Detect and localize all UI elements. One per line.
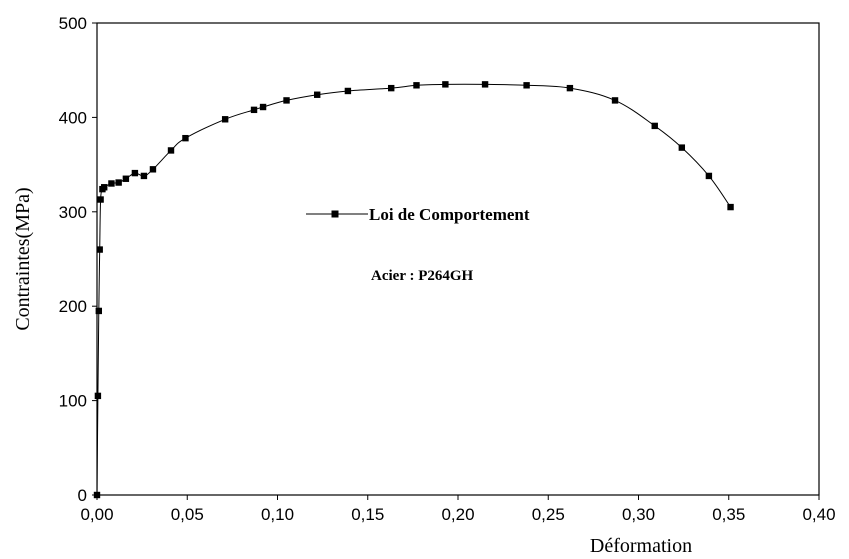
data-point [101,184,108,191]
data-point [413,82,420,89]
data-point [705,172,713,180]
data-point [182,134,189,142]
data-point [96,246,103,253]
data-point [221,116,229,123]
x-axis-title: Déformation [590,535,692,557]
y-tick-label: 300 [59,203,87,222]
x-tick-label: 0,35 [712,505,745,524]
data-point [122,175,130,182]
legend: Loi de Comportement [306,205,530,224]
data-point [523,82,530,89]
data-point [115,179,122,186]
data-point [611,97,619,104]
data-point [93,491,101,499]
data-point [344,87,352,95]
series-line [96,83,731,496]
legend-marker [331,210,339,218]
data-point [727,203,734,211]
y-axis-title: Contraintes(MPa) [12,187,34,330]
x-tick-label: 0,15 [351,505,384,524]
data-point [95,307,103,315]
data-point [131,169,139,177]
y-tick-label: 400 [59,108,87,127]
data-point [678,144,686,151]
x-tick-label: 0,20 [441,505,474,524]
data-point [388,84,395,92]
x-tick-label: 0,10 [261,505,294,524]
material-annotation: Acier : P264GH [371,268,474,284]
data-point [97,196,104,203]
data-point [283,97,290,104]
series-markers [93,81,734,499]
x-tick-label: 0,05 [171,505,204,524]
x-axis-ticks: 0,00 0,05 0,10 0,15 0,20 0,25 0,30 0,35 0,40 [80,495,836,524]
data-point [108,180,115,187]
data-point [314,91,321,98]
y-tick-label: 0 [78,486,87,505]
data-point [94,392,102,400]
plot-area [96,22,820,496]
data-point [566,84,574,92]
data-point [651,122,658,130]
data-point [259,103,267,111]
x-tick-label: 0,30 [622,505,655,524]
data-point [250,106,258,114]
x-tick-label: 0,25 [532,505,565,524]
y-tick-label: 100 [59,392,87,411]
data-point [167,147,175,154]
x-tick-label: 0,40 [802,505,835,524]
legend-label: Loi de Comportement [369,205,530,224]
data-point [140,172,148,180]
y-tick-label: 500 [59,14,87,33]
y-axis-ticks: 0 100 200 300 400 500 [59,14,97,505]
y-tick-label: 200 [59,297,87,316]
data-point [481,81,489,88]
x-tick-label: 0,00 [80,505,113,524]
data-point [149,166,157,173]
data-point [442,81,449,88]
